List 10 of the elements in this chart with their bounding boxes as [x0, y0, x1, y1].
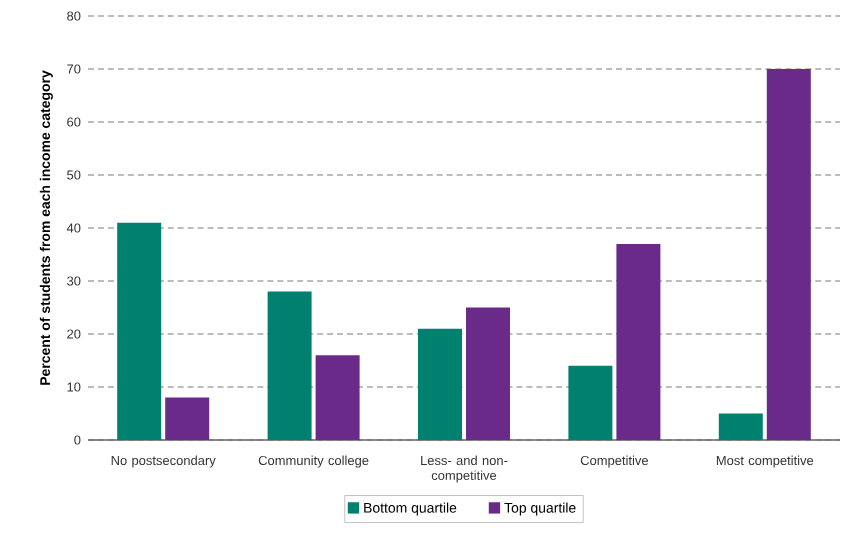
bar: [766, 69, 811, 440]
bar: [165, 397, 210, 440]
bar: [718, 413, 763, 440]
bar: [568, 365, 613, 440]
bar: [418, 328, 462, 440]
bar: [117, 222, 162, 440]
bar: [616, 243, 661, 440]
bar: [267, 291, 312, 440]
bar: [466, 307, 510, 440]
bar: [315, 355, 360, 440]
